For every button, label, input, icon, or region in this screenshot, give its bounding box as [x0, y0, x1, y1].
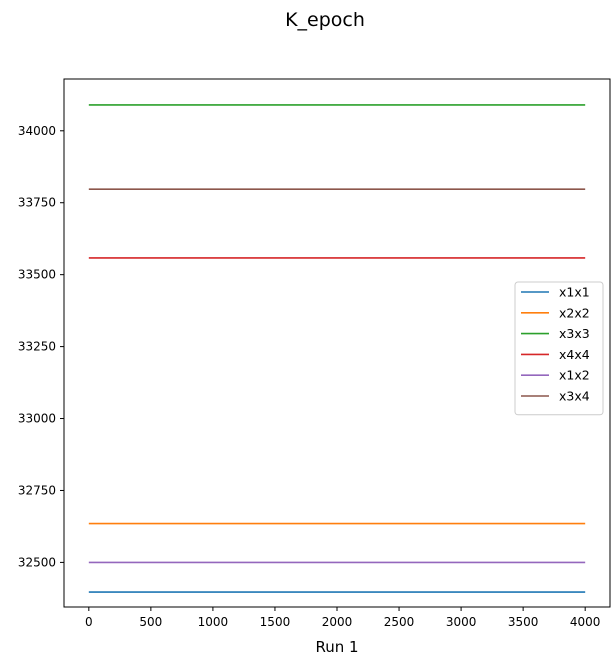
x-tick-label: 500 [139, 615, 162, 629]
y-axis: 32500 32750 33000 33250 33500 33750 34000 [18, 124, 64, 569]
x-tick-label: 0 [85, 615, 93, 629]
series-layer [88, 104, 586, 593]
legend-box [514, 281, 604, 416]
x-tick-label: 1000 [198, 615, 229, 629]
y-tick-label: 34000 [18, 124, 56, 138]
x-tick-label: 4000 [570, 615, 601, 629]
legend-label-x2x2: x2x2 [559, 305, 590, 320]
y-tick-label: 32500 [18, 555, 56, 569]
legend-label-x4x4: x4x4 [559, 347, 590, 362]
legend-label-x1x1: x1x1 [559, 285, 590, 300]
x-tick-label: 3500 [508, 615, 539, 629]
legend-label-x3x3: x3x3 [559, 326, 590, 341]
x-tick-label: 2500 [384, 615, 415, 629]
x-tick-label: 3000 [446, 615, 477, 629]
x-tick-label: 2000 [322, 615, 353, 629]
x-axis-label: Run 1 [315, 638, 358, 656]
y-tick-label: 33250 [18, 340, 56, 354]
legend: x1x1 x2x2 x3x3 x4x4 x1x2 x3x4 [514, 281, 604, 416]
x-tick-label: 1500 [260, 615, 291, 629]
legend-label-x1x2: x1x2 [559, 368, 590, 383]
y-tick-label: 33750 [18, 196, 56, 210]
y-tick-label: 33500 [18, 268, 56, 282]
x-axis: 0 500 1000 1500 2000 2500 3000 3500 4000 [85, 607, 600, 629]
y-tick-label: 32750 [18, 483, 56, 497]
legend-label-x3x4: x3x4 [559, 389, 590, 404]
y-tick-label: 33000 [18, 412, 56, 426]
chart-title: K_epoch [285, 9, 365, 31]
